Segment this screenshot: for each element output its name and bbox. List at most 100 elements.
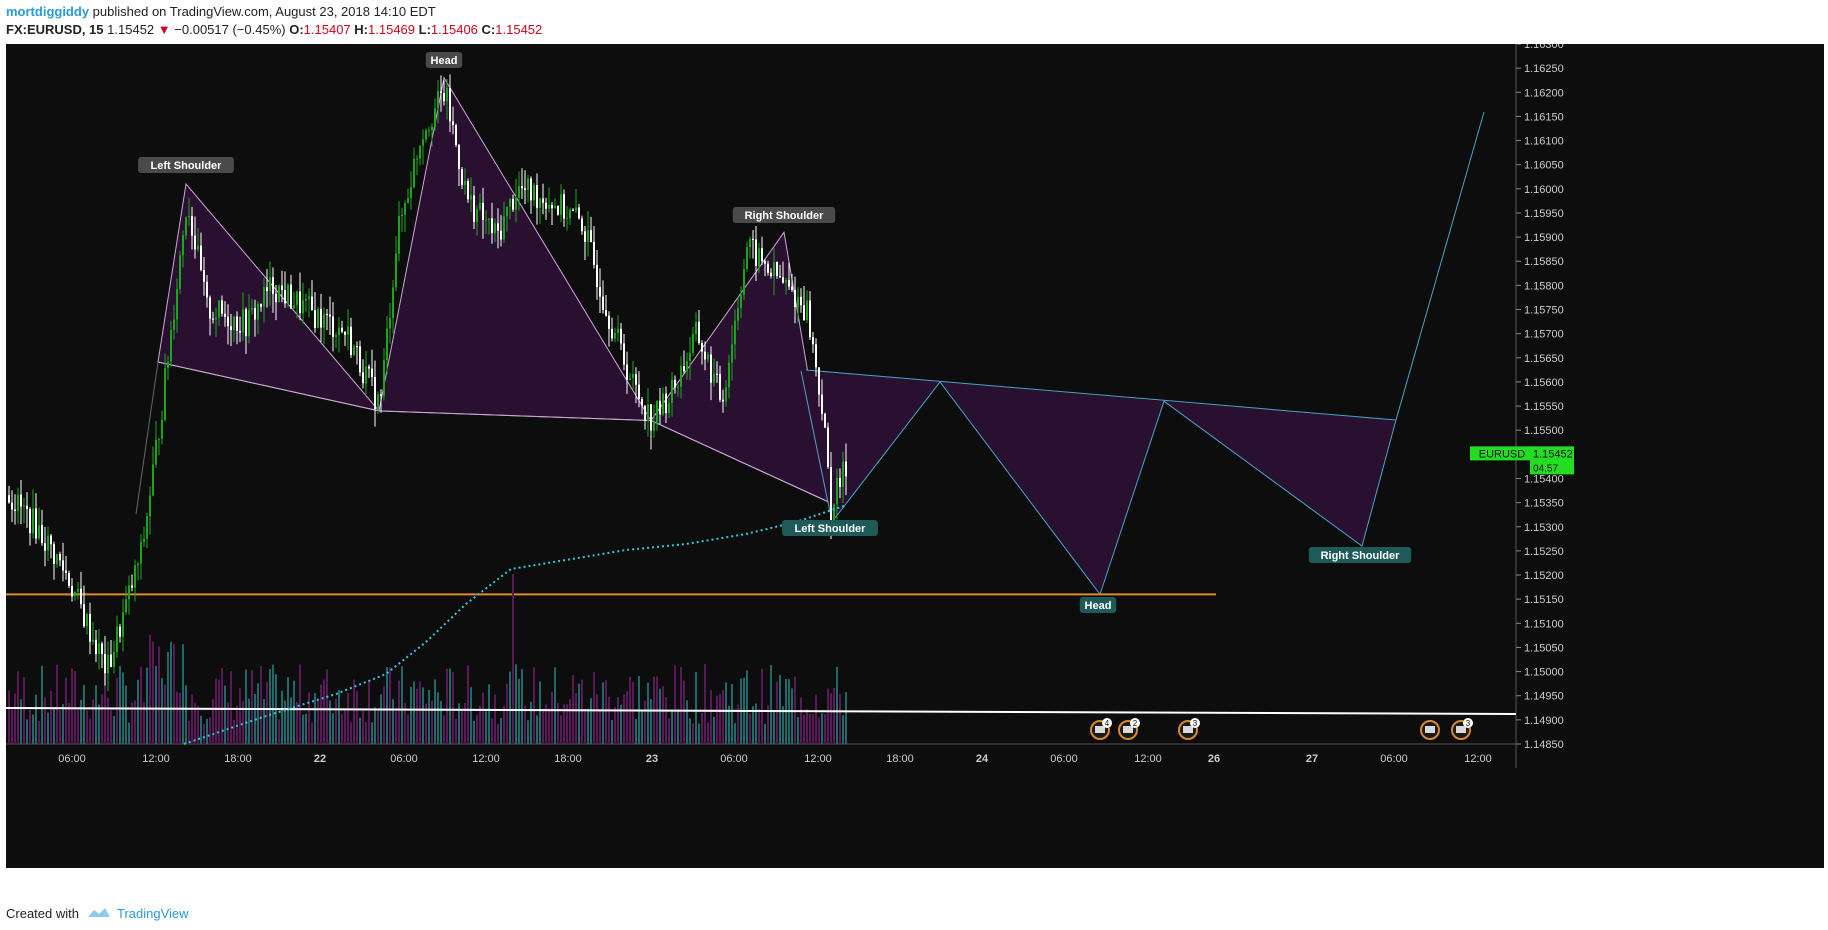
footer: Created with TradingView [0, 892, 1828, 930]
candle-body [569, 209, 571, 219]
volume-bar [578, 683, 580, 744]
close-value: 1.15452 [495, 22, 543, 37]
volume-bar [323, 679, 325, 744]
volume-bar [833, 687, 835, 744]
volume-bar [593, 672, 595, 744]
economic-event-icon[interactable]: 3 [1178, 718, 1200, 740]
candle-body [290, 284, 292, 309]
x-tick-label: 26 [1208, 753, 1220, 765]
event-count-badge [1130, 718, 1140, 728]
volume-bar [680, 667, 682, 744]
volume-bar [575, 693, 577, 744]
volume-bar [143, 702, 145, 744]
candle-body [734, 320, 736, 345]
economic-event-icon[interactable] [1420, 720, 1440, 740]
candle-body [641, 399, 643, 406]
economic-event-icon[interactable]: 3 [1451, 718, 1473, 740]
candle-body [329, 314, 331, 317]
candle-body [632, 374, 634, 378]
volume-bar [56, 664, 58, 744]
candle-body [374, 377, 376, 410]
candle-body [737, 308, 739, 321]
candle-body [23, 505, 25, 507]
volume-bar [839, 693, 841, 744]
candle-body [395, 253, 397, 288]
volume-bar [608, 696, 610, 744]
volume-bar [146, 667, 148, 744]
x-tick-label: 27 [1306, 753, 1318, 765]
candle-body [218, 300, 220, 318]
candle-body [380, 394, 382, 396]
volume-bar [83, 684, 85, 744]
horizontal-line [6, 707, 1517, 715]
label-left-shoulder-box [138, 157, 234, 173]
candle-body [485, 219, 487, 221]
volume-bar [326, 669, 328, 744]
high-label: H: [354, 22, 369, 37]
volume-bar [605, 680, 607, 744]
volume-bar [440, 700, 442, 744]
candle-body [554, 205, 556, 209]
symbol-label[interactable]: FX:EURUSD, 15 [6, 22, 104, 37]
volume-bar [707, 722, 709, 744]
y-tick-label: 1.15100 [1524, 618, 1564, 630]
volume-bar [425, 703, 427, 744]
volume-bar [53, 707, 55, 744]
candle-body [32, 508, 34, 534]
x-tick-label: 06:00 [720, 753, 748, 765]
projected-pattern-fill [806, 370, 1396, 595]
price-axis[interactable] [1516, 44, 1824, 768]
volume-bar [506, 683, 508, 744]
y-tick-label: 1.16100 [1524, 136, 1564, 148]
price-chart[interactable]: 1.16300 1.16250 1.16200 1.16150 1.16100 1.160… [6, 44, 1824, 868]
volume-bar [536, 715, 538, 744]
volume-bar [212, 699, 214, 744]
volume-bar [224, 685, 226, 744]
volume-bar [713, 716, 715, 744]
candle-body [209, 297, 211, 319]
candle-body [782, 277, 784, 283]
volume-bar [569, 699, 571, 744]
volume-bar [401, 666, 403, 744]
candle-body [98, 643, 100, 655]
volume-bar [317, 700, 319, 744]
economic-event-icon[interactable]: 4 [1090, 718, 1112, 740]
volume-bar [344, 708, 346, 744]
volume-bar [107, 697, 109, 744]
volume-bar [62, 704, 64, 744]
volume-bar [260, 665, 262, 744]
volume-bar [635, 718, 637, 744]
volume-bar [437, 692, 439, 744]
volume-bar [266, 681, 268, 744]
candle-body [620, 328, 622, 344]
candle-body [668, 402, 670, 414]
author-link[interactable]: mortdiggiddy [6, 4, 90, 19]
volume-bar [494, 694, 496, 744]
x-tick-label: 06:00 [390, 753, 418, 765]
candle-body [44, 543, 46, 551]
candle-body [287, 284, 289, 304]
candle-body [587, 230, 589, 242]
candle-body [677, 386, 679, 388]
volume-bar [359, 717, 361, 744]
economic-event-icon[interactable]: 2 [1118, 718, 1140, 740]
volume-bar [47, 712, 49, 744]
candle-body [560, 194, 562, 215]
event-count-badge [1190, 718, 1200, 728]
candle-body [368, 366, 370, 369]
candle-body [425, 130, 427, 140]
volume-bar [836, 666, 838, 744]
symbol-tag: EURUSD [1479, 448, 1526, 460]
candle-body [626, 364, 628, 381]
chart-area[interactable]: 1.16300 1.16250 1.16200 1.16150 1.16100 1.160… [6, 44, 1824, 868]
candle-body [389, 318, 391, 329]
tradingview-link[interactable]: TradingView [117, 906, 189, 921]
candle-body [743, 268, 745, 295]
volume-bar [101, 694, 103, 744]
candle-body [437, 91, 439, 109]
volume-bar [560, 715, 562, 744]
y-tick-label: 1.15800 [1524, 280, 1564, 292]
price-change: −0.00517 (−0.45%) [174, 22, 286, 37]
volume-bar [140, 666, 142, 744]
volume-bar [329, 700, 331, 744]
